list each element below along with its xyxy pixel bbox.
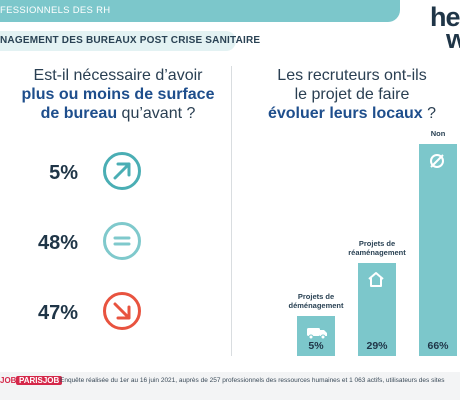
column-divider: [231, 66, 232, 356]
logo-line-1: hel: [429, 2, 460, 32]
footer-note: Enquête réalisée du 1er au 16 juin 2021,…: [60, 377, 445, 384]
bar-category-label: Projets de réaménagement: [342, 239, 412, 257]
arrow-up-right-icon: [103, 152, 141, 190]
left-question: Est-il nécessaire d’avoir plus ou moins …: [18, 66, 218, 123]
header-band: FESSIONNELS DES RH: [0, 0, 400, 22]
bar-category-line: Projets de: [297, 292, 335, 301]
bar-category-label: Non: [403, 129, 460, 138]
left-question-end: qu’avant ?: [117, 105, 196, 122]
arrow-down-right-icon: [103, 292, 141, 330]
right-question-end: ?: [422, 105, 437, 122]
van-icon: [306, 324, 328, 345]
answer-value: 5%: [49, 162, 78, 184]
no-icon: [428, 152, 446, 175]
header-title: FESSIONNELS DES RH: [0, 5, 111, 16]
bar-value-label: 66%: [427, 340, 449, 352]
bar: [419, 144, 457, 356]
bar-category-label: Projets de déménagement: [281, 292, 351, 310]
bar-category-line: déménagement: [288, 301, 344, 310]
equals-icon: [103, 222, 141, 260]
footer-logo-2: PARISJOB: [16, 376, 63, 385]
footer-band: [0, 372, 460, 400]
answer-value: 47%: [37, 302, 78, 324]
footer-logo-1: JOB: [0, 376, 17, 385]
subtitle-band: NAGEMENT DES BUREAUX POST CRISE SANITAIR…: [0, 31, 260, 51]
answer-row: 48%: [0, 222, 230, 266]
bar: [358, 262, 396, 356]
answer-row: 47%: [0, 292, 230, 336]
subtitle: NAGEMENT DES BUREAUX POST CRISE SANITAIR…: [0, 35, 261, 46]
left-question-bold2: de bureau: [40, 105, 118, 122]
bar-category-line: Projets de: [358, 238, 396, 248]
bar-value-label: 29%: [366, 340, 388, 352]
logo-line-2: w: [445, 24, 460, 54]
right-question-line2: le projet de faire: [294, 86, 410, 103]
bar-category-line: Non: [430, 129, 446, 138]
bar-value-label: 5%: [308, 340, 324, 352]
answer-row: 5%: [0, 152, 230, 196]
answer-value: 48%: [37, 232, 78, 254]
left-question-line1: Est-il nécessaire d’avoir: [33, 67, 203, 84]
right-question: Les recruteurs ont-ils le projet de fair…: [252, 66, 452, 123]
bar-category-line: réaménagement: [348, 247, 406, 257]
brand-logo: hel w: [430, 4, 460, 54]
left-question-bold1: plus ou moins de surface: [21, 86, 215, 103]
right-question-bold: évoluer leurs locaux: [267, 105, 423, 122]
house-icon: [367, 271, 385, 292]
right-question-line1: Les recruteurs ont-ils: [277, 67, 427, 84]
